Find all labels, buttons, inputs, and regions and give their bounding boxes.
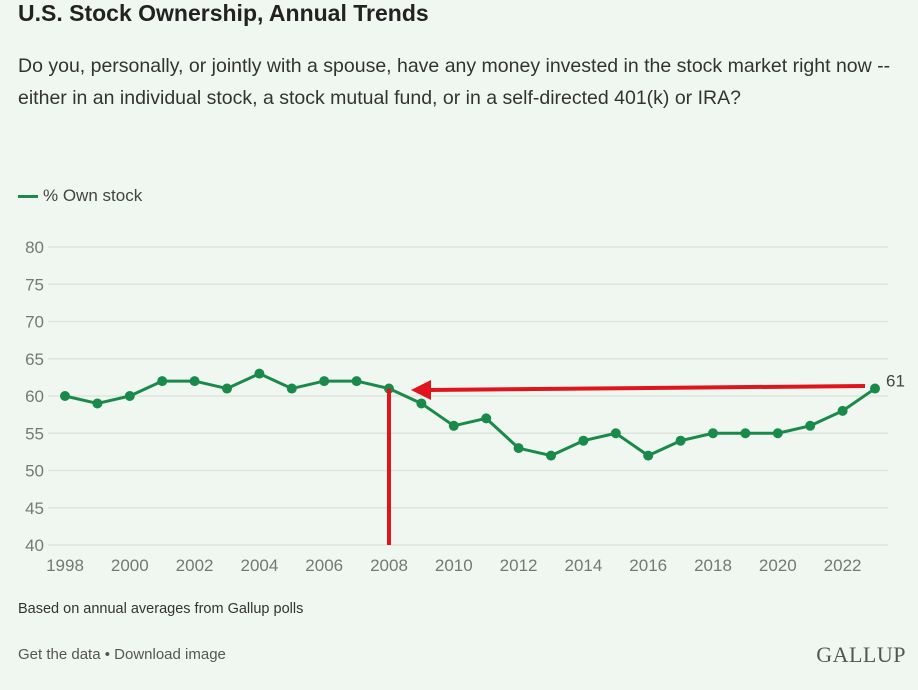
download-image-link[interactable]: Download image bbox=[114, 646, 226, 663]
y-tick-label: 65 bbox=[25, 350, 44, 369]
data-point bbox=[708, 428, 718, 439]
data-point bbox=[157, 376, 168, 387]
data-point bbox=[837, 405, 848, 416]
data-point bbox=[643, 450, 654, 461]
x-tick-label: 2020 bbox=[759, 556, 797, 575]
chart-title: U.S. Stock Ownership, Annual Trends bbox=[18, 0, 429, 26]
x-tick-label: 2014 bbox=[564, 556, 602, 575]
legend-label: % Own stock bbox=[43, 186, 143, 205]
data-point bbox=[740, 428, 751, 439]
data-point bbox=[448, 420, 459, 431]
y-tick-label: 45 bbox=[25, 499, 44, 518]
data-point bbox=[610, 428, 621, 439]
data-point bbox=[578, 435, 589, 446]
data-point bbox=[124, 391, 135, 401]
x-tick-label: 2006 bbox=[305, 556, 343, 575]
x-tick-label: 2022 bbox=[824, 556, 862, 575]
x-tick-label: 2010 bbox=[435, 556, 473, 575]
annotation-arrowhead-icon bbox=[411, 380, 431, 400]
data-point bbox=[481, 413, 492, 424]
data-point bbox=[286, 383, 297, 394]
x-tick-label: 2000 bbox=[111, 556, 149, 575]
data-point bbox=[675, 435, 686, 446]
annotation-arrow-line bbox=[427, 384, 866, 392]
x-tick-label: 2008 bbox=[370, 556, 408, 575]
y-tick-label: 50 bbox=[25, 462, 44, 481]
data-point bbox=[189, 376, 200, 387]
y-tick-label: 60 bbox=[25, 387, 44, 406]
y-tick-label: 75 bbox=[25, 275, 44, 294]
x-tick-label: 2012 bbox=[500, 556, 538, 575]
get-data-link[interactable]: Get the data bbox=[18, 646, 101, 663]
y-tick-label: 80 bbox=[25, 238, 44, 257]
data-point bbox=[513, 443, 524, 454]
data-point bbox=[416, 398, 427, 409]
data-point bbox=[60, 391, 70, 401]
y-tick-label: 55 bbox=[25, 424, 44, 443]
data-point bbox=[254, 368, 265, 379]
legend-swatch bbox=[18, 194, 38, 198]
y-tick-label: 40 bbox=[25, 536, 44, 555]
legend: % Own stock bbox=[18, 186, 142, 206]
x-tick-label: 2004 bbox=[240, 556, 278, 575]
footer-links: Get the data • Download image bbox=[18, 646, 226, 663]
data-point bbox=[772, 428, 783, 439]
data-point bbox=[319, 376, 330, 387]
series-line bbox=[64, 372, 876, 458]
separator: • bbox=[100, 646, 115, 663]
data-point bbox=[805, 420, 816, 431]
data-point bbox=[222, 383, 232, 394]
y-tick-label: 70 bbox=[25, 313, 44, 332]
x-tick-label: 2016 bbox=[629, 556, 667, 575]
data-point bbox=[351, 376, 362, 387]
data-point bbox=[92, 398, 103, 409]
line-chart: 40 45 50 55 60 65 70 75 80 1998 2000 2002 2004 2006 20… bbox=[25, 238, 905, 575]
x-tick-label: 1998 bbox=[46, 556, 84, 575]
data-point bbox=[546, 450, 556, 461]
gallup-logo: GALLUP bbox=[816, 642, 906, 667]
source-note: Based on annual averages from Gallup pol… bbox=[18, 601, 304, 617]
x-tick-label: 2018 bbox=[694, 556, 732, 575]
chart-subtitle: Do you, personally, or jointly with a sp… bbox=[18, 55, 891, 109]
end-value-label: 61 bbox=[886, 372, 905, 391]
data-point bbox=[870, 383, 880, 394]
x-tick-label: 2002 bbox=[176, 556, 214, 575]
